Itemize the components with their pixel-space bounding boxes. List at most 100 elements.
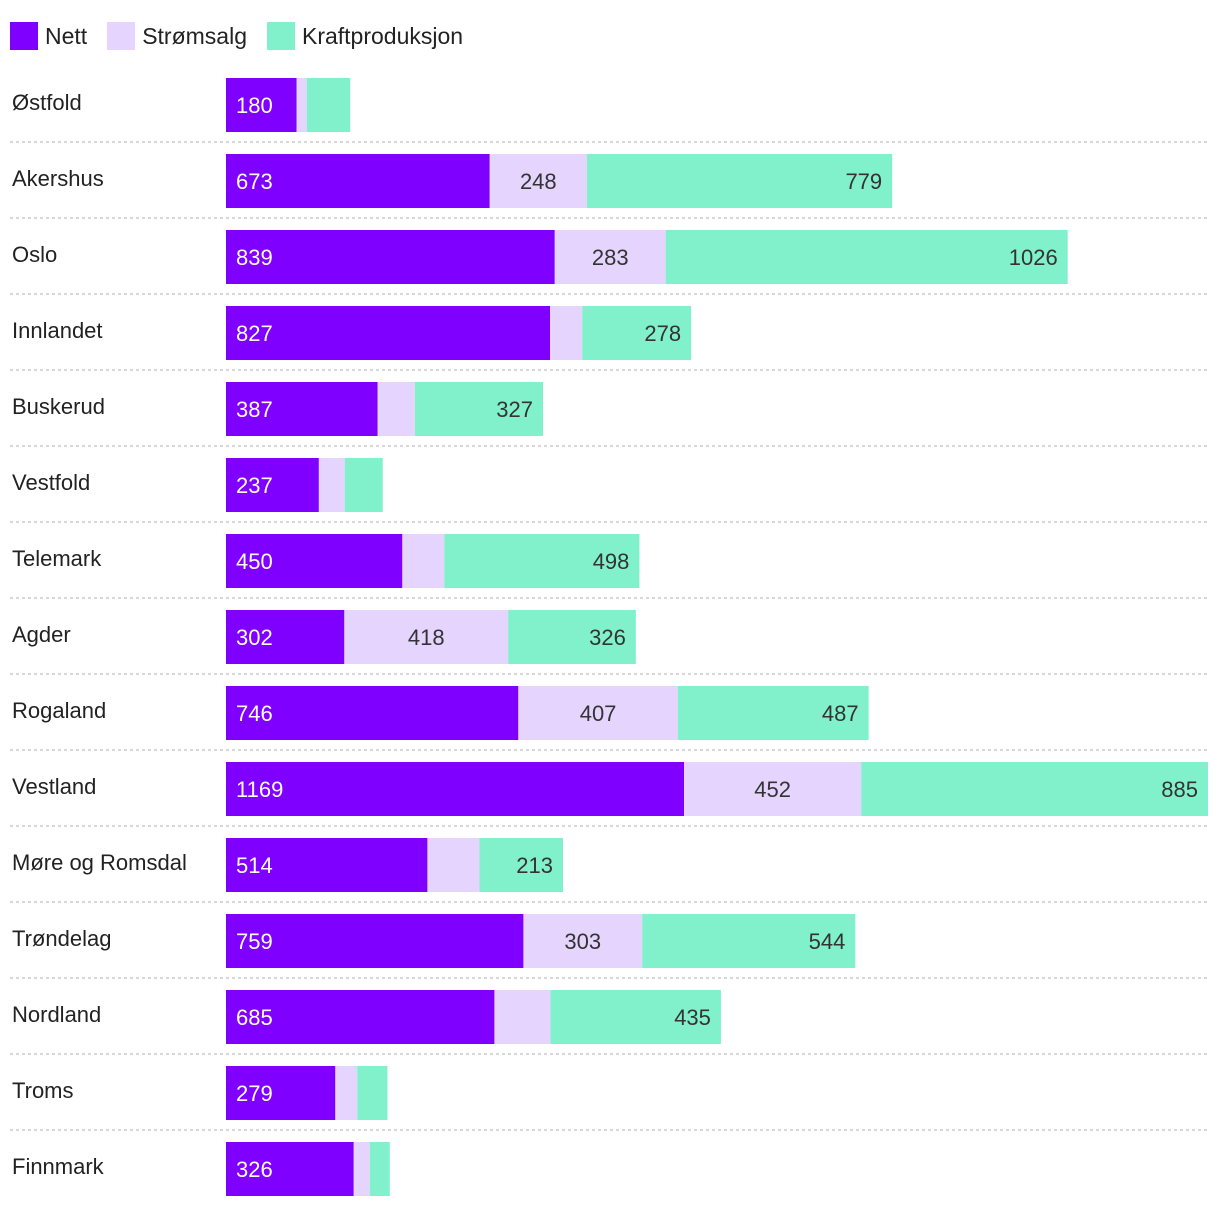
data-label-rogaland-kraftproduksjon: 487 xyxy=(822,701,859,726)
bar-oslo-stromsalg[interactable] xyxy=(554,230,666,284)
bar-more-og-romsdal-nett[interactable] xyxy=(226,838,428,892)
bar-agder-nett[interactable] xyxy=(226,610,345,664)
category-label-troms: Troms xyxy=(12,1078,74,1103)
bar-rogaland-kraftproduksjon[interactable] xyxy=(677,686,869,740)
bar-agder-stromsalg[interactable] xyxy=(344,610,509,664)
bar-vestland-nett[interactable] xyxy=(226,762,685,816)
data-label-innlandet-kraftproduksjon: 278 xyxy=(644,321,681,346)
legend-swatch-kraftproduksjon xyxy=(266,22,295,50)
bar-finnmark-nett[interactable] xyxy=(226,1142,354,1196)
bar-rogaland-nett[interactable] xyxy=(226,686,519,740)
category-label-finnmark: Finnmark xyxy=(12,1154,105,1179)
category-label-vestland: Vestland xyxy=(12,774,96,799)
data-label-trondelag-kraftproduksjon: 544 xyxy=(809,929,846,954)
bar-finnmark-stromsalg[interactable] xyxy=(353,1142,370,1196)
bar-akershus-stromsalg[interactable] xyxy=(489,154,587,208)
bar-telemark-kraftproduksjon[interactable] xyxy=(444,534,640,588)
bar-buskerud-kraftproduksjon[interactable] xyxy=(414,382,544,436)
bar-vestfold-nett[interactable] xyxy=(226,458,319,512)
data-label-more-og-romsdal-nett: 514 xyxy=(236,853,273,878)
bar-innlandet-stromsalg[interactable] xyxy=(550,306,583,360)
legend-label-kraftproduksjon: Kraftproduksjon xyxy=(301,22,464,49)
bar-trondelag-stromsalg[interactable] xyxy=(523,914,643,968)
bar-telemark-nett[interactable] xyxy=(226,534,403,588)
bar-akershus-nett[interactable] xyxy=(226,154,490,208)
data-label-vestfold-nett: 237 xyxy=(236,473,273,498)
data-label-trondelag-nett: 759 xyxy=(236,929,273,954)
data-label-ostfold-nett: 180 xyxy=(236,93,273,118)
legend-item-nett[interactable]: Nett xyxy=(10,22,87,50)
data-label-akershus-nett: 673 xyxy=(236,169,273,194)
data-label-telemark-nett: 450 xyxy=(236,549,273,574)
data-label-oslo-nett: 839 xyxy=(236,245,273,270)
data-label-nordland-kraftproduksjon: 435 xyxy=(674,1005,711,1030)
legend-item-stromsalg[interactable]: Strømsalg xyxy=(107,22,247,50)
bar-more-og-romsdal-kraftproduksjon[interactable] xyxy=(479,838,563,892)
bar-vestfold-kraftproduksjon[interactable] xyxy=(344,458,383,512)
data-label-trondelag-stromsalg: 303 xyxy=(564,929,601,954)
data-label-vestland-nett: 1169 xyxy=(236,777,283,802)
legend-item-kraftproduksjon[interactable]: Kraftproduksjon xyxy=(266,22,464,50)
bar-oslo-nett[interactable] xyxy=(226,230,555,284)
data-label-telemark-kraftproduksjon: 498 xyxy=(593,549,630,574)
legend-label-nett: Nett xyxy=(45,22,88,49)
bar-agder-kraftproduksjon[interactable] xyxy=(508,610,636,664)
category-label-rogaland: Rogaland xyxy=(12,698,106,723)
data-label-more-og-romsdal-kraftproduksjon: 213 xyxy=(516,853,553,878)
bar-vestland-kraftproduksjon[interactable] xyxy=(861,762,1208,816)
category-label-innlandet: Innlandet xyxy=(12,318,103,343)
bar-innlandet-kraftproduksjon[interactable] xyxy=(582,306,692,360)
bar-vestfold-stromsalg[interactable] xyxy=(318,458,345,512)
bar-buskerud-nett[interactable] xyxy=(226,382,378,436)
bar-ostfold-nett[interactable] xyxy=(226,78,297,132)
data-label-akershus-kraftproduksjon: 779 xyxy=(845,169,882,194)
bar-troms-kraftproduksjon[interactable] xyxy=(357,1066,388,1120)
data-label-finnmark-nett: 326 xyxy=(236,1157,273,1182)
bar-nordland-nett[interactable] xyxy=(226,990,495,1044)
bar-troms-stromsalg[interactable] xyxy=(335,1066,358,1120)
bar-rogaland-stromsalg[interactable] xyxy=(518,686,678,740)
bar-ostfold-stromsalg[interactable] xyxy=(296,78,307,132)
category-label-buskerud: Buskerud xyxy=(12,394,105,419)
bar-akershus-kraftproduksjon[interactable] xyxy=(586,154,893,208)
bar-nordland-stromsalg[interactable] xyxy=(494,990,551,1044)
legend: Nett Strømsalg Kraftproduksjon xyxy=(10,21,483,51)
bar-trondelag-nett[interactable] xyxy=(226,914,524,968)
data-label-nordland-nett: 685 xyxy=(236,1005,273,1030)
category-label-oslo: Oslo xyxy=(12,242,57,267)
category-label-ostfold: Østfold xyxy=(12,90,82,115)
category-label-trondelag: Trøndelag xyxy=(12,926,111,951)
category-label-telemark: Telemark xyxy=(12,546,102,571)
data-label-rogaland-nett: 746 xyxy=(236,701,273,726)
data-label-agder-stromsalg: 418 xyxy=(408,625,445,650)
data-label-akershus-stromsalg: 248 xyxy=(520,169,557,194)
category-label-vestfold: Vestfold xyxy=(12,470,90,495)
data-label-vestland-kraftproduksjon: 885 xyxy=(1161,777,1198,802)
data-label-oslo-stromsalg: 283 xyxy=(592,245,629,270)
bar-nordland-kraftproduksjon[interactable] xyxy=(550,990,721,1044)
bar-oslo-kraftproduksjon[interactable] xyxy=(665,230,1068,284)
data-label-agder-nett: 302 xyxy=(236,625,273,650)
category-label-more-og-romsdal: Møre og Romsdal xyxy=(12,850,187,875)
bar-ostfold-kraftproduksjon[interactable] xyxy=(306,78,351,132)
bar-finnmark-kraftproduksjon[interactable] xyxy=(369,1142,390,1196)
category-label-nordland: Nordland xyxy=(12,1002,101,1027)
data-label-agder-kraftproduksjon: 326 xyxy=(589,625,626,650)
category-label-agder: Agder xyxy=(12,622,71,647)
bar-innlandet-nett[interactable] xyxy=(226,306,551,360)
bar-vestland-stromsalg[interactable] xyxy=(684,762,862,816)
data-label-rogaland-stromsalg: 407 xyxy=(580,701,617,726)
bar-buskerud-stromsalg[interactable] xyxy=(377,382,415,436)
legend-swatch-nett xyxy=(10,22,38,50)
category-label-akershus: Akershus xyxy=(12,166,104,191)
legend-label-stromsalg: Strømsalg xyxy=(142,22,247,49)
data-label-buskerud-kraftproduksjon: 327 xyxy=(496,397,533,422)
data-label-innlandet-nett: 827 xyxy=(236,321,273,346)
bar-troms-nett[interactable] xyxy=(226,1066,336,1120)
bar-trondelag-kraftproduksjon[interactable] xyxy=(642,914,856,968)
data-label-buskerud-nett: 387 xyxy=(236,397,273,422)
data-label-vestland-stromsalg: 452 xyxy=(754,777,791,802)
bar-more-og-romsdal-stromsalg[interactable] xyxy=(427,838,480,892)
bar-telemark-stromsalg[interactable] xyxy=(402,534,445,588)
